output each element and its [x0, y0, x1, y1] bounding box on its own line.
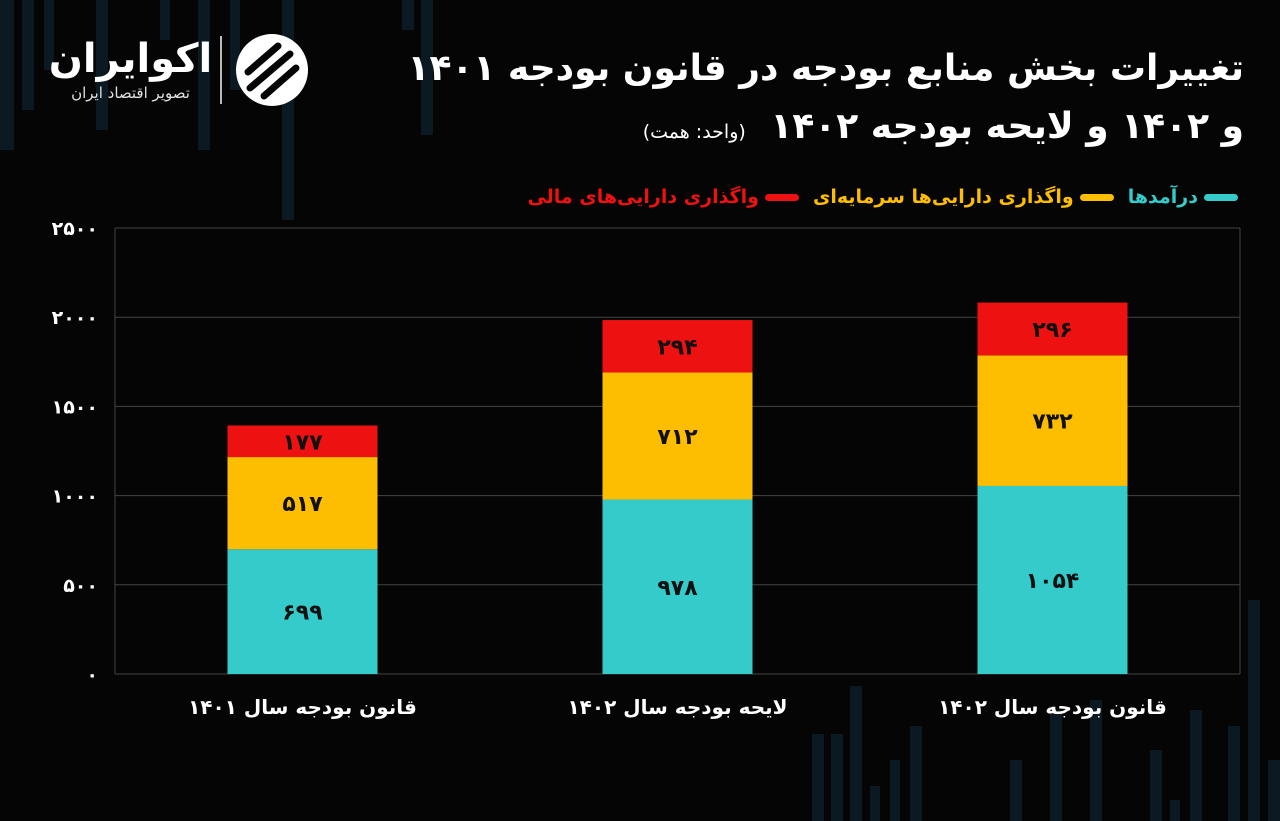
logo-mark-icon — [236, 34, 308, 106]
bar-segment — [602, 499, 753, 674]
bar-segment — [227, 425, 378, 458]
bar-segment — [977, 302, 1128, 356]
title-unit: (واحد: همت) — [642, 121, 746, 143]
x-category-label: قانون بودجه سال ۱۴۰۲ — [938, 695, 1167, 719]
legend-swatch-financial-assets — [764, 193, 799, 201]
y-tick-label: ۰ — [86, 664, 98, 686]
x-category-label: قانون بودجه سال ۱۴۰۱ — [188, 695, 417, 719]
bar-segment — [227, 457, 378, 550]
bar-segment — [227, 549, 378, 674]
y-tick-label: ۲۵۰۰ — [52, 218, 98, 240]
legend-label-financial-assets: واگذاری دارایی‌های مالی — [527, 186, 759, 208]
bar-segment — [602, 320, 753, 373]
title-line-2-text: و ۱۴۰۲ و لایحه بودجه ۱۴۰۲ — [770, 106, 1244, 147]
legend-item-capital-assets: واگذاری دارایی‌ها سرمایه‌ای — [813, 186, 1114, 208]
bar-segment — [977, 485, 1128, 674]
legend: درآمدها واگذاری دارایی‌ها سرمایه‌ای واگذ… — [527, 186, 1238, 208]
data-label: ۷۳۲ — [1032, 410, 1073, 435]
legend-swatch-capital-assets — [1079, 193, 1114, 201]
title-line-2: و ۱۴۰۲ و لایحه بودجه ۱۴۰۲ (واحد: همت) — [384, 98, 1244, 161]
data-label: ۱۰۵۴ — [1026, 569, 1080, 594]
legend-label-revenue: درآمدها — [1127, 186, 1198, 208]
legend-swatch-revenue — [1204, 193, 1238, 201]
data-label: ۱۷۷ — [282, 430, 323, 455]
data-label: ۹۷۸ — [657, 576, 698, 601]
data-label: ۲۹۶ — [1032, 318, 1072, 343]
y-tick-label: ۱۰۰۰ — [52, 486, 98, 508]
y-tick-label: ۱۵۰۰ — [52, 396, 98, 418]
legend-item-financial-assets: واگذاری دارایی‌های مالی — [527, 186, 799, 208]
data-label: ۶۹۹ — [282, 601, 322, 626]
legend-item-revenue: درآمدها — [1128, 186, 1238, 208]
logo-divider — [220, 36, 222, 104]
bar-segment — [977, 355, 1128, 486]
y-tick-label: ۲۰۰۰ — [52, 307, 98, 329]
legend-label-capital-assets: واگذاری دارایی‌ها سرمایه‌ای — [812, 186, 1074, 208]
data-label: ۷۱۲ — [657, 425, 698, 450]
data-label: ۲۹۴ — [657, 335, 697, 360]
logo-name: اکوایران — [48, 36, 213, 82]
y-tick-label: ۵۰۰ — [63, 575, 98, 597]
data-label: ۵۱۷ — [282, 492, 323, 517]
title-line-1: تغییرات بخش منابع بودجه در قانون بودجه ۱… — [407, 48, 1244, 89]
logo-tagline: تصویر اقتصاد ایران — [71, 84, 190, 102]
chart-title: تغییرات بخش منابع بودجه در قانون بودجه ۱… — [384, 40, 1244, 161]
logo: اکوایران تصویر اقتصاد ایران — [48, 30, 318, 110]
x-category-label: لایحه بودجه سال ۱۴۰۲ — [567, 695, 787, 719]
bar-segment — [602, 372, 753, 500]
